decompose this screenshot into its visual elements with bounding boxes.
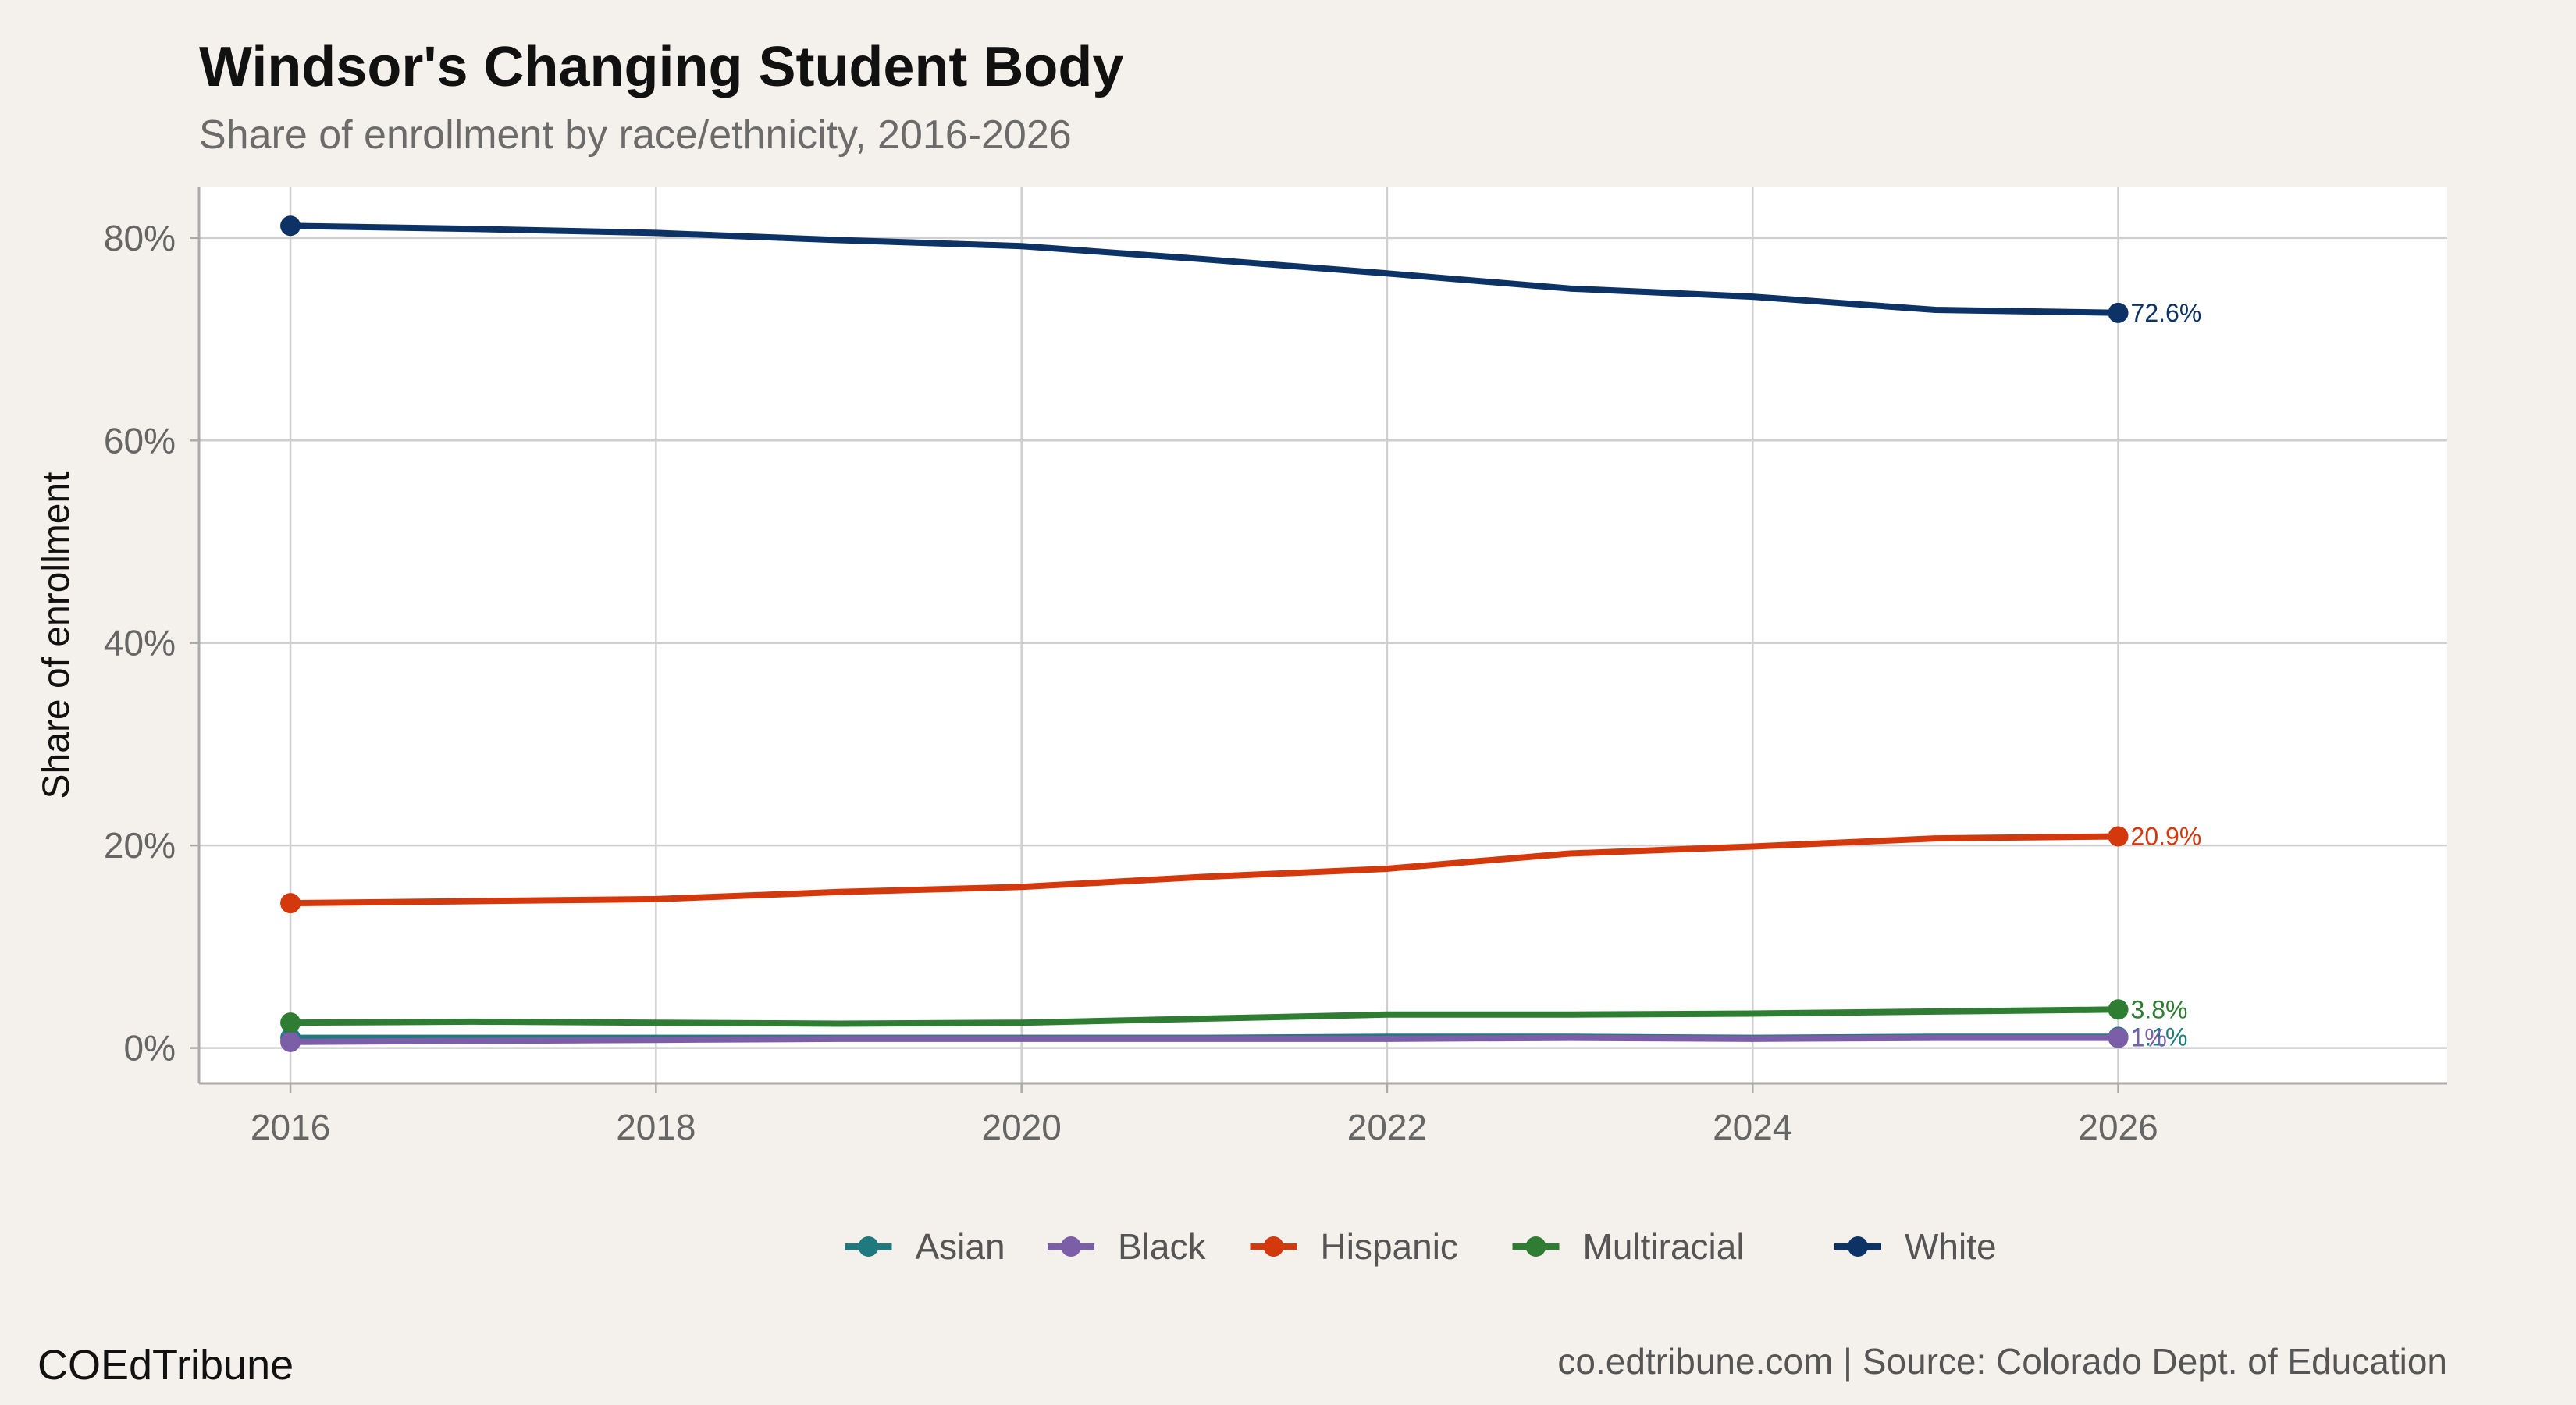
brand-logo-text: COEdTribune — [37, 1342, 294, 1389]
legend-item-multiracial: Multiracial — [1512, 1226, 1745, 1267]
legend: Asian Black Hispanic Multiracial White — [845, 1226, 1997, 1267]
legend-key-marker — [1525, 1236, 1546, 1257]
legend-label: Black — [1118, 1226, 1206, 1267]
legend-key-marker — [1848, 1236, 1868, 1257]
chart-subtitle: Share of enrollment by race/ethnicity, 2… — [199, 112, 1072, 158]
end-labels: 1.1%1% 20.9% 3.8% 72.6% — [2131, 299, 2202, 1052]
end-label-black: 1% — [2131, 1024, 2167, 1052]
end-label-asian: 1.1% — [2131, 1023, 2188, 1051]
series — [280, 215, 2129, 1052]
tick-labels: 0% 20% 40% 60% 80% 2016 2018 2020 2022 2024 2026 — [104, 218, 2158, 1147]
legend-key-marker — [1061, 1236, 1081, 1257]
legend-key-marker — [858, 1236, 879, 1257]
point-white-2026 — [2108, 302, 2129, 323]
point-hispanic-2026 — [2108, 826, 2129, 847]
plot-panel — [199, 187, 2447, 1083]
point-hispanic-2016 — [280, 893, 301, 914]
point-black-2026 — [2108, 1027, 2129, 1048]
source-caption: co.edtribune.com | Source: Colorado Dept… — [1557, 1341, 2447, 1382]
legend-item-asian: Asian — [845, 1226, 1005, 1267]
x-tick-label: 2024 — [1713, 1107, 1792, 1147]
legend-item-hispanic: Hispanic — [1250, 1226, 1458, 1267]
legend-label: Hispanic — [1321, 1226, 1458, 1267]
legend-key-marker — [1263, 1236, 1284, 1257]
series-line-white — [287, 222, 2122, 316]
end-label-hispanic: 20.9% — [2131, 822, 2202, 850]
end-label-multiracial: 3.8% — [2131, 995, 2188, 1023]
x-tick-label: 2016 — [251, 1107, 330, 1147]
legend-label: Asian — [916, 1226, 1005, 1267]
point-multiracial-2016 — [280, 1012, 301, 1033]
legend-item-black: Black — [1048, 1226, 1206, 1267]
x-tick-label: 2018 — [616, 1107, 696, 1147]
legend-item-white: White — [1834, 1226, 1997, 1267]
y-tick-label: 40% — [104, 623, 176, 663]
y-axis-title: Share of enrollment — [36, 472, 77, 799]
end-label-white: 72.6% — [2131, 299, 2202, 327]
series-line-black — [287, 1034, 2122, 1045]
gridlines — [190, 187, 2447, 1093]
y-tick-label: 0% — [124, 1028, 176, 1069]
series-line-multiracial — [287, 1006, 2122, 1027]
y-tick-label: 20% — [104, 825, 176, 866]
legend-label: Multiracial — [1583, 1226, 1745, 1267]
x-tick-label: 2020 — [981, 1107, 1061, 1147]
y-tick-label: 80% — [104, 218, 176, 258]
point-black-2016 — [280, 1031, 301, 1052]
axes — [197, 187, 2447, 1085]
point-multiracial-2026 — [2108, 999, 2129, 1020]
point-white-2016 — [280, 215, 301, 237]
x-tick-label: 2026 — [2078, 1107, 2158, 1147]
legend-label: White — [1905, 1226, 1997, 1267]
series-line-hispanic — [287, 833, 2122, 907]
x-tick-label: 2022 — [1347, 1107, 1427, 1147]
chart-title: Windsor's Changing Student Body — [199, 36, 1123, 98]
y-tick-label: 60% — [104, 420, 176, 461]
